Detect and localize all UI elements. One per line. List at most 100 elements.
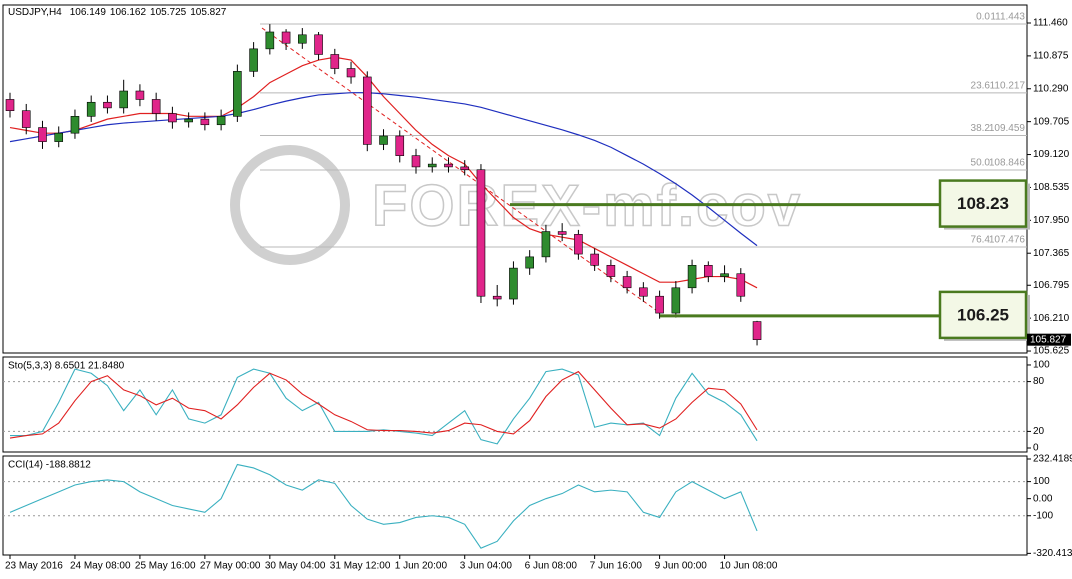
- y-tick-label: 110.290: [1033, 83, 1069, 94]
- candle-body: [476, 169, 486, 297]
- fib-level-label: 38.2: [971, 123, 991, 134]
- x-tick-label: 25 May 16:00: [135, 561, 196, 572]
- fib-level-label: 23.6: [971, 81, 991, 92]
- watermark-logo: [230, 145, 350, 265]
- y-tick-label: 109.120: [1033, 149, 1070, 160]
- level-box-label: 108.23: [957, 194, 1009, 213]
- candle-body: [411, 155, 421, 168]
- indicator-line: [9, 370, 758, 439]
- candle-body: [70, 116, 80, 134]
- candle-body: [281, 31, 291, 44]
- y-tick-label: 20: [1033, 426, 1045, 437]
- x-tick-label: 9 Jun 00:00: [655, 561, 708, 572]
- header-low: 105.725: [150, 7, 187, 18]
- candle-body: [590, 253, 599, 266]
- x-tick-label: 1 Jun 20:00: [395, 561, 448, 572]
- candle-body: [21, 110, 31, 128]
- y-tick-label: 0: [1033, 443, 1039, 454]
- y-tick-label: 107.950: [1033, 215, 1070, 226]
- candle-body: [525, 256, 534, 269]
- y-tick-label: 106.795: [1033, 280, 1070, 291]
- x-tick-label: 30 May 04:00: [265, 561, 326, 572]
- y-tick-label: 105.625: [1033, 346, 1070, 357]
- candle-body: [184, 118, 193, 123]
- candle-body: [379, 135, 388, 145]
- fib-price-label: 107.476: [989, 235, 1026, 246]
- candle-body: [444, 163, 453, 168]
- header-close: 105.827: [190, 7, 227, 18]
- fib-level-label: 50.0: [971, 158, 991, 169]
- fib-level-label: 0.0: [976, 12, 990, 23]
- current-price-tag: [1027, 333, 1071, 346]
- header-high: 106.162: [110, 7, 147, 18]
- candle-body: [298, 34, 307, 44]
- x-tick-label: 23 May 2016: [5, 561, 63, 572]
- y-tick-label: 110.875: [1033, 51, 1069, 62]
- y-tick-label: 232.4189: [1033, 454, 1072, 465]
- x-tick-label: 3 Jun 04:00: [460, 561, 513, 572]
- candle-body: [704, 264, 713, 277]
- current-price: 105.827: [1030, 334, 1067, 345]
- moving-average: [9, 56, 758, 289]
- candle-body: [54, 132, 64, 142]
- level-box: [938, 290, 1028, 340]
- level-box-label: 106.25: [957, 305, 1009, 324]
- y-tick-label: -320.4139: [1033, 548, 1072, 559]
- y-tick-label: 106.210: [1033, 313, 1070, 324]
- candle-body: [492, 295, 502, 300]
- x-tick-label: 27 May 00:00: [200, 561, 261, 572]
- panel-frame: [2, 356, 1028, 453]
- candle-body: [216, 116, 226, 126]
- candle-body: [736, 273, 746, 297]
- candle-body: [346, 68, 356, 78]
- candle-body: [362, 76, 372, 145]
- candle-body: [119, 90, 128, 109]
- candle-body: [720, 273, 729, 277]
- x-tick-label: 24 May 08:00: [70, 561, 131, 572]
- x-tick-label: 31 May 12:00: [330, 561, 391, 572]
- y-tick-label: 107.365: [1033, 248, 1070, 259]
- fib-price-label: 108.846: [989, 158, 1026, 169]
- x-tick-label: 6 Jun 08:00: [525, 561, 578, 572]
- level-box: [938, 179, 1028, 228]
- candle-body: [606, 264, 616, 277]
- candle-body: [168, 113, 177, 123]
- candle-body: [233, 71, 242, 117]
- panel-frame: [2, 455, 1028, 556]
- candle-body: [509, 267, 518, 300]
- indicator-line: [9, 463, 758, 549]
- candle-body: [200, 118, 210, 126]
- candle-body: [622, 276, 632, 289]
- candle-body: [249, 48, 258, 72]
- x-tick-label: 10 Jun 08:00: [720, 561, 778, 572]
- candle-body: [151, 99, 161, 114]
- y-tick-label: 100: [1033, 360, 1050, 371]
- fib-price-label: 109.459: [989, 123, 1026, 134]
- candle-body: [671, 287, 681, 314]
- x-tick-label: 7 Jun 16:00: [590, 561, 643, 572]
- candle-body: [5, 99, 15, 111]
- candle-body: [265, 31, 275, 50]
- candle-body: [574, 234, 583, 255]
- panel-frame: [2, 4, 1028, 354]
- candle-body: [427, 163, 437, 168]
- candle-body: [135, 90, 145, 100]
- cci-title: CCI(14) -188.8812: [8, 460, 91, 471]
- symbol: USDJPY,H4: [8, 7, 62, 18]
- fib-price-label: 111.443: [990, 12, 1025, 23]
- chart-header: USDJPY,H4 106.149 106.162 105.725 105.827: [8, 7, 227, 18]
- y-tick-label: 109.705: [1033, 116, 1070, 127]
- candle-body: [330, 54, 340, 69]
- candle-body: [639, 287, 648, 297]
- y-tick-label: 80: [1033, 376, 1045, 387]
- y-tick-label: 0.00: [1033, 493, 1053, 504]
- fib-price-label: 110.217: [990, 81, 1026, 92]
- stoch-title: Sto(5,3,3) 8.6501 21.8480: [8, 361, 125, 372]
- candle-body: [103, 101, 112, 109]
- candle-body: [38, 127, 47, 142]
- moving-average: [9, 92, 758, 247]
- y-tick-label: 111.460: [1033, 18, 1068, 29]
- fib-level-label: 76.4: [971, 235, 991, 246]
